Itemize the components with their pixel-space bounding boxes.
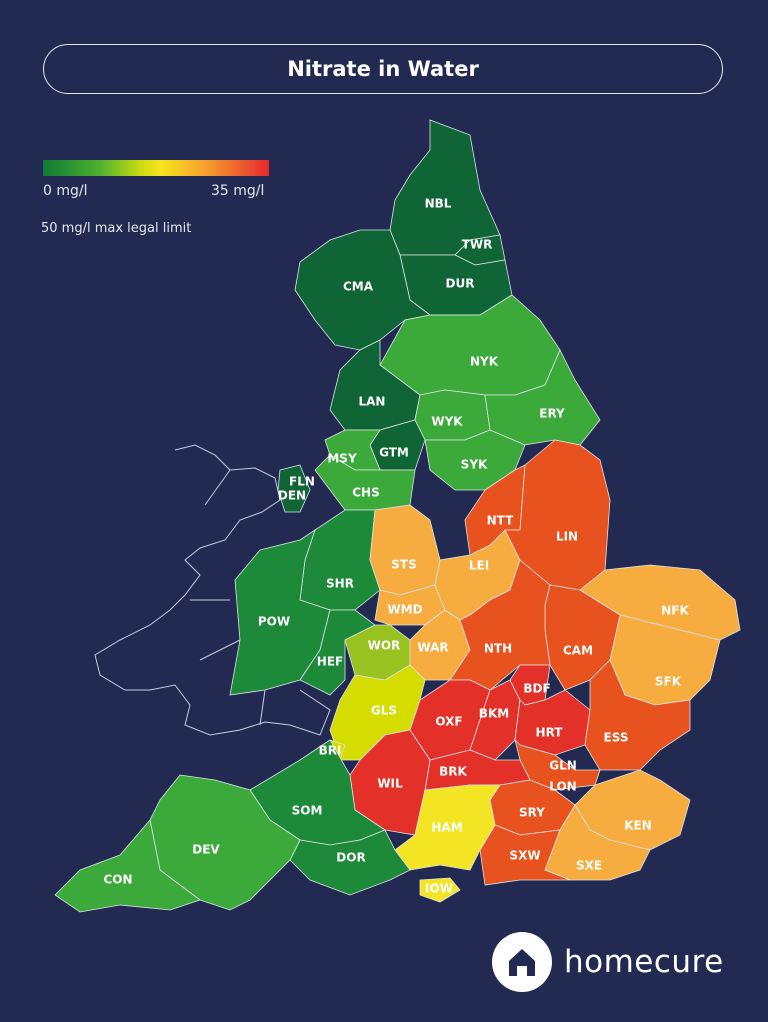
region-label-pow: POW [258, 615, 290, 629]
region-label-lin: LIN [556, 530, 578, 544]
region-label-cam: CAM [563, 644, 593, 658]
legend-min-label: 0 mg/l [43, 183, 88, 199]
region-label-con: CON [103, 873, 132, 887]
brand-name: homecure [564, 944, 724, 980]
legend-note: 50 mg/l max legal limit [41, 221, 192, 236]
region-iow [419, 877, 461, 903]
region-label-ntt: NTT [487, 514, 515, 528]
region-label-sxw: SXW [509, 849, 540, 863]
region-label-nfk: NFK [661, 604, 689, 618]
region-label-hrt: HRT [536, 726, 564, 740]
region-label-nyk: NYK [470, 355, 499, 369]
region-label-wil: WIL [377, 777, 403, 791]
region-label-wyk: WYK [431, 415, 463, 429]
region-con [54, 819, 201, 913]
region-ham [394, 784, 501, 871]
legend-max-label: 35 mg/l [211, 183, 265, 199]
region-shr [299, 509, 381, 611]
region-label-gls: GLS [371, 704, 397, 718]
region-label-nbl: NBL [425, 197, 452, 211]
region-label-dor: DOR [336, 851, 365, 865]
region-label-nth: NTH [484, 642, 512, 656]
region-label-brk: BRK [439, 765, 467, 779]
region-label-ham: HAM [431, 821, 462, 835]
region-label-oxf: OXF [435, 715, 462, 729]
region-label-gtm: GTM [379, 446, 409, 460]
region-label-bdf: BDF [523, 682, 550, 696]
region-fln [277, 464, 311, 513]
wales-outline [94, 444, 331, 736]
region-label-wor: WOR [368, 639, 401, 653]
region-hef [299, 609, 376, 696]
region-label-som: SOM [292, 804, 323, 818]
region-label-den: DEN [278, 489, 306, 503]
region-label-lon: LON [549, 780, 576, 794]
region-label-ery: ERY [539, 407, 565, 421]
region-nbl [389, 119, 501, 256]
region-label-fln: FLN [289, 475, 315, 489]
region-label-lei: LEI [469, 559, 489, 573]
region-label-bkm: BKM [479, 707, 509, 721]
region-label-sxe: SXE [576, 859, 602, 873]
region-wil [349, 729, 431, 836]
region-sts [369, 504, 441, 596]
region-label-sfk: SFK [655, 675, 682, 689]
region-label-ken: KEN [624, 819, 652, 833]
region-label-dev: DEV [192, 843, 220, 857]
map-title: Nitrate in Water [43, 44, 723, 94]
house-icon [492, 932, 552, 992]
region-sxw [479, 824, 571, 886]
region-label-war: WAR [417, 641, 448, 655]
region-label-sts: STS [391, 558, 416, 572]
region-label-sry: SRY [519, 806, 545, 820]
region-label-ess: ESS [604, 731, 629, 745]
homecure-logo: homecure [492, 932, 724, 992]
region-dor [289, 829, 411, 896]
region-label-lan: LAN [359, 395, 386, 409]
region-label-dur: DUR [446, 277, 475, 291]
region-label-bri: BRI [319, 744, 342, 758]
region-label-twr: TWR [462, 238, 493, 252]
region-label-msy: MSY [327, 452, 357, 466]
region-label-cma: CMA [343, 280, 374, 294]
region-label-chs: CHS [352, 486, 380, 500]
region-ess [584, 659, 691, 771]
region-label-shr: SHR [326, 577, 354, 591]
region-cma [294, 229, 431, 351]
legend-color-scale [43, 160, 269, 176]
region-label-syk: SYK [461, 458, 488, 472]
region-label-wmd: WMD [387, 603, 422, 617]
region-label-gln: GLN [549, 759, 577, 773]
region-label-hef: HEF [317, 655, 343, 669]
region-label-iow: IOW [425, 882, 453, 896]
